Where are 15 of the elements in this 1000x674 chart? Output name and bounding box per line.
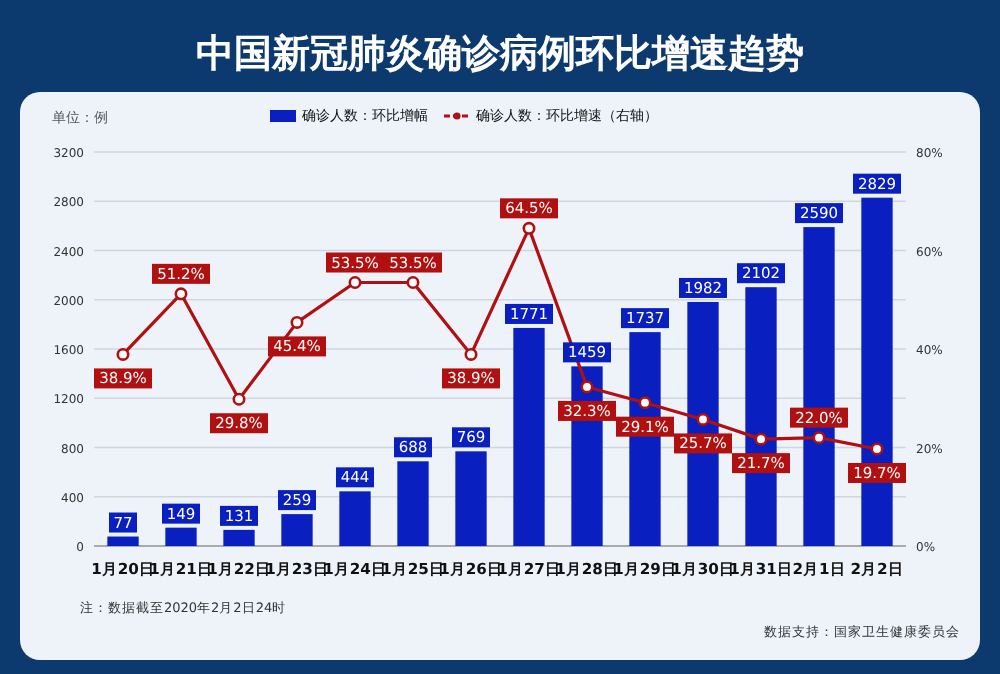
point (348, 276, 362, 290)
point (232, 392, 246, 406)
chart-title: 中国新冠肺炎确诊病例环比增速趋势 (196, 32, 804, 76)
point (290, 315, 304, 329)
point (870, 442, 884, 456)
point (696, 412, 710, 426)
point (812, 431, 826, 445)
point (754, 432, 768, 446)
point (174, 287, 188, 301)
point (406, 276, 420, 290)
point (116, 347, 130, 361)
point (638, 396, 652, 410)
point (522, 221, 536, 235)
point (580, 380, 594, 394)
point (464, 347, 478, 361)
